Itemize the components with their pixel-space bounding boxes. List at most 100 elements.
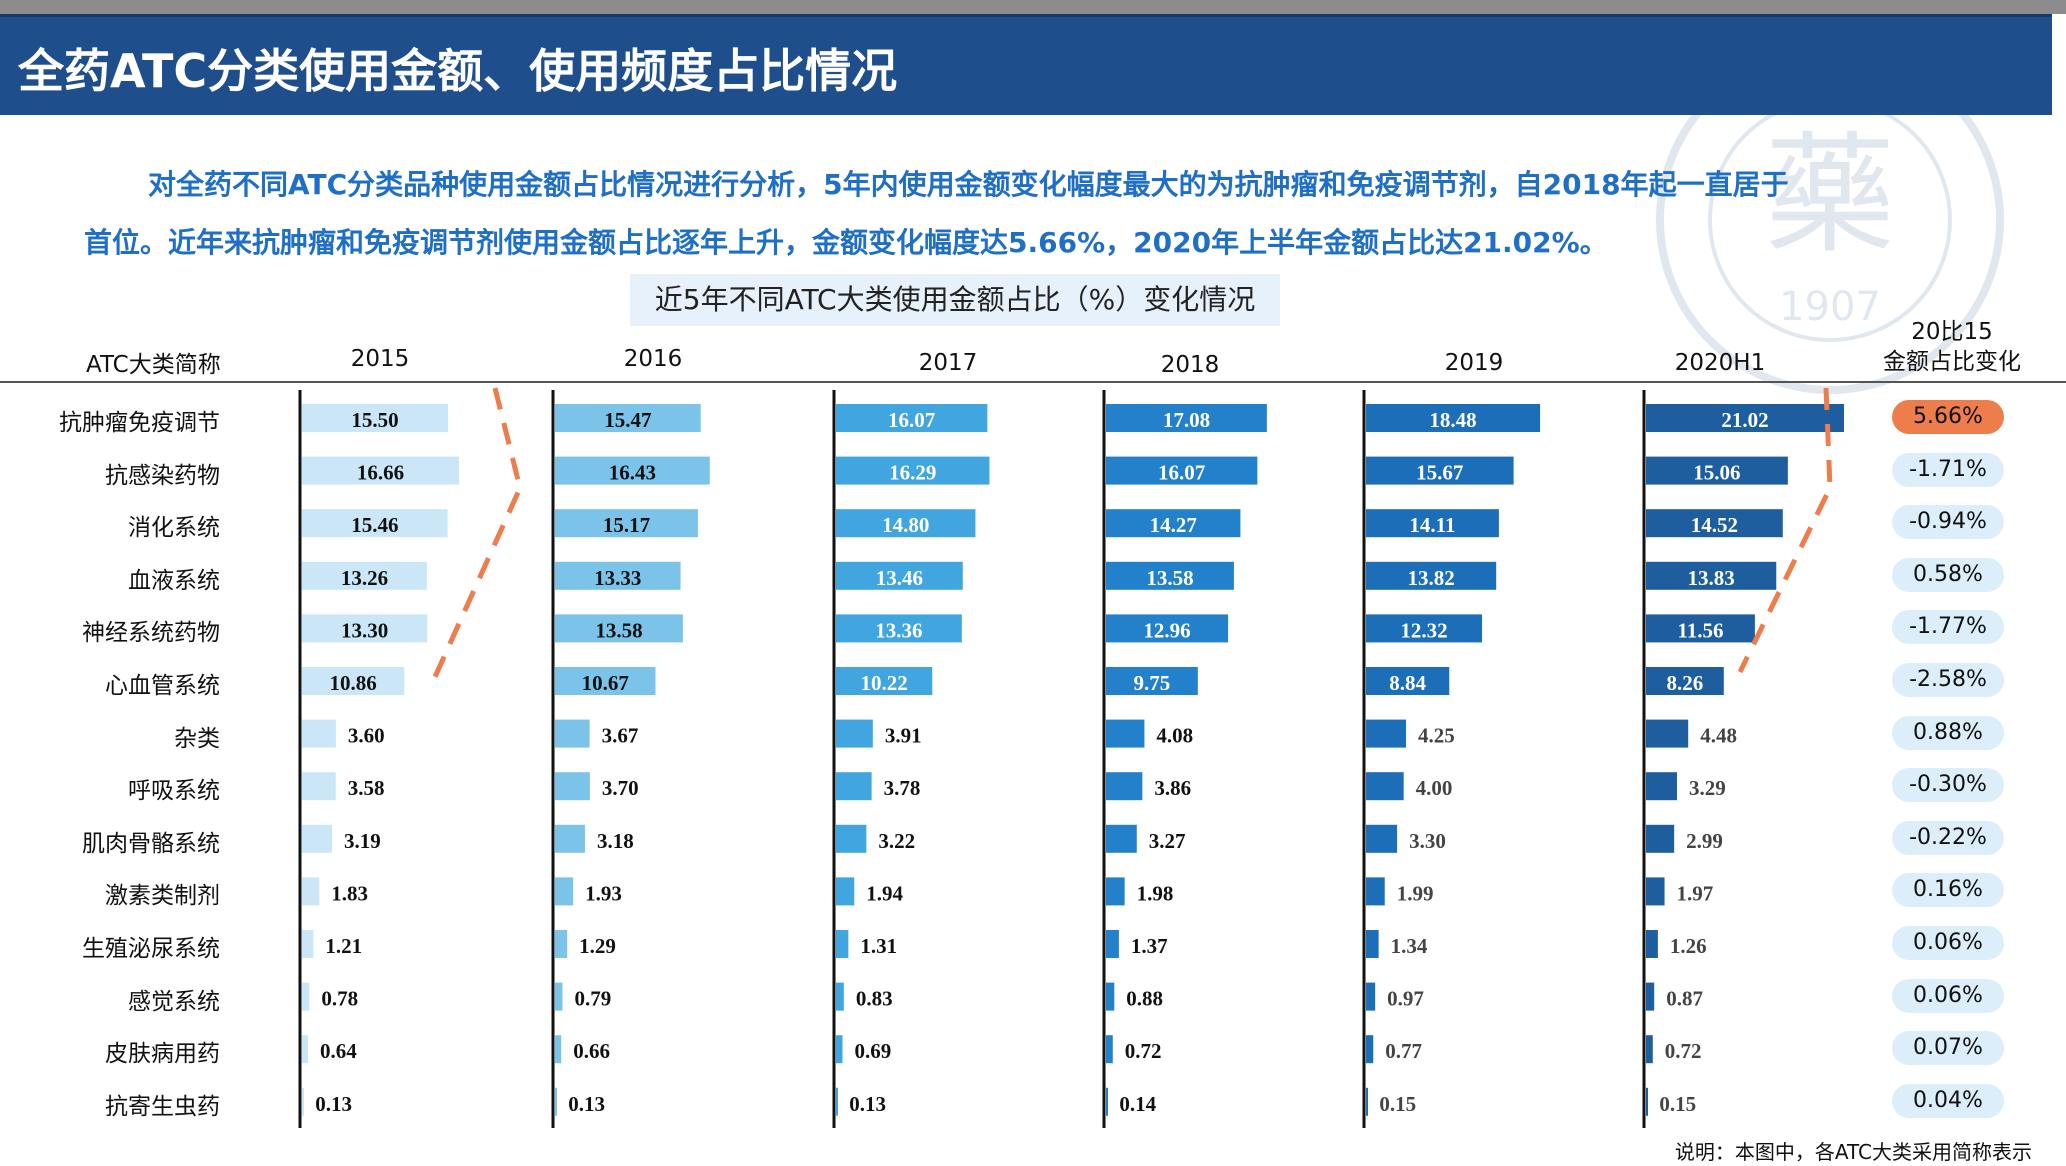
bar-value-label: 3.91 <box>885 724 922 748</box>
bar-value-label: 12.32 <box>1400 618 1447 642</box>
bar-value-label: 1.97 <box>1677 881 1714 905</box>
bar <box>836 1087 838 1116</box>
bar <box>1646 1035 1653 1064</box>
bar <box>1366 509 1499 538</box>
change-pill: -1.71% <box>1892 452 2004 487</box>
change-pill: -2.58% <box>1892 663 2004 697</box>
bar <box>1366 877 1385 906</box>
bar-value-label: 18.48 <box>1429 408 1476 432</box>
bar-value-label: 16.07 <box>1158 461 1205 485</box>
bar <box>1106 1035 1113 1064</box>
bar-value-label: 15.50 <box>351 408 398 432</box>
bar <box>555 719 590 748</box>
bar-value-label: 13.58 <box>1146 566 1193 590</box>
bar <box>302 1087 304 1116</box>
bar-value-label: 16.29 <box>889 461 936 485</box>
bar <box>1366 667 1450 695</box>
bar <box>555 930 568 958</box>
bar-value-label: 3.18 <box>597 829 634 853</box>
bar <box>1106 614 1229 643</box>
bar <box>302 667 405 695</box>
page-title: 全药ATC分类使用金额、使用频度占比情况 <box>18 44 898 98</box>
bar <box>302 456 459 485</box>
change-pill: 0.06% <box>1892 978 2004 1013</box>
bar-value-label: 14.27 <box>1150 513 1197 537</box>
bar-value-label: 4.25 <box>1418 724 1455 748</box>
bar-value-label: 4.00 <box>1416 776 1453 800</box>
bar-value-label: 0.72 <box>1125 1039 1162 1063</box>
seal-outer-ring <box>1656 46 2004 394</box>
bar <box>1366 982 1376 1011</box>
bar-value-label: 1.26 <box>1670 934 1707 958</box>
bar-value-label: 4.48 <box>1700 724 1737 748</box>
bar <box>302 877 320 906</box>
bar-value-label: 8.26 <box>1667 671 1704 695</box>
bar-value-label: 16.66 <box>357 461 404 485</box>
bar <box>836 982 844 1011</box>
category-label: 呼吸系统 <box>128 778 220 805</box>
bar-value-label: 8.84 <box>1389 671 1426 695</box>
bar-value-label: 14.11 <box>1409 513 1455 537</box>
bar <box>1366 561 1497 590</box>
bar-value-label: 21.02 <box>1721 408 1768 432</box>
bar <box>836 824 867 853</box>
bar-value-label: 3.60 <box>348 724 385 748</box>
bar-value-label: 14.80 <box>882 513 929 537</box>
bar-value-label: 13.58 <box>595 618 642 642</box>
bar <box>1106 456 1258 485</box>
category-label: 心血管系统 <box>105 673 220 699</box>
change-pill: 0.06% <box>1892 926 2004 960</box>
bar-value-label: 3.67 <box>602 724 639 748</box>
bar <box>1366 719 1407 748</box>
bar-value-label: 13.30 <box>341 618 388 642</box>
bar <box>836 930 849 958</box>
bar-value-label: 13.83 <box>1688 566 1735 590</box>
category-label: 消化系统 <box>128 515 220 542</box>
society-seal-watermark: 藥 1907 <box>1656 46 2004 394</box>
bar <box>302 982 310 1011</box>
year-header-2019: 2019 <box>1444 350 1504 376</box>
bar <box>836 509 976 538</box>
bar-value-label: 10.22 <box>861 671 908 695</box>
bar-value-label: 15.17 <box>603 513 650 537</box>
bar <box>836 614 962 643</box>
seal-inner-ring <box>1708 98 1952 342</box>
bar-value-label: 1.94 <box>866 881 903 905</box>
bar <box>555 509 698 538</box>
bar-value-label: 15.67 <box>1416 461 1463 485</box>
bar-value-label: 0.79 <box>574 987 611 1011</box>
bar-value-label: 0.13 <box>849 1092 886 1116</box>
bar-value-label: 1.37 <box>1131 934 1168 958</box>
category-column-header: ATC大类简称 <box>86 352 221 378</box>
bar-value-label: 10.67 <box>582 671 629 695</box>
bar-value-label: 0.77 <box>1385 1039 1422 1063</box>
bar-value-label: 3.86 <box>1154 776 1191 800</box>
chart-title-box: 近5年不同ATC大类使用金额占比（%）变化情况 <box>630 274 1280 326</box>
bar <box>1106 824 1137 853</box>
bar-value-label: 16.07 <box>888 408 935 432</box>
bar <box>1646 1087 1648 1116</box>
bar-value-label: 3.78 <box>884 776 921 800</box>
bar <box>1366 824 1398 853</box>
bar <box>1106 509 1241 538</box>
bar <box>1366 930 1379 958</box>
bar-value-label: 1.34 <box>1391 934 1428 958</box>
bar <box>836 877 855 906</box>
category-label: 感觉系统 <box>128 988 220 1015</box>
change-header-line-2: 金额占比变化 <box>1883 349 2021 375</box>
bar-value-label: 3.22 <box>878 829 915 853</box>
bar <box>1646 561 1777 590</box>
bar-value-label: 0.14 <box>1119 1092 1156 1116</box>
bar <box>1646 456 1788 485</box>
bar-value-label: 1.31 <box>860 934 897 958</box>
bar <box>555 404 701 432</box>
bar <box>555 614 683 643</box>
bar <box>1106 982 1115 1011</box>
bar-value-label: 1.29 <box>579 934 616 958</box>
intro-line-2: 首位。近年来抗肿瘤和免疫调节剂使用金额占比逐年上升，金额变化幅度达5.66%，2… <box>84 226 1608 259</box>
bar <box>1106 930 1119 958</box>
bar-value-label: 13.36 <box>875 618 922 642</box>
bar-value-label: 4.08 <box>1156 724 1193 748</box>
bar <box>1366 772 1404 801</box>
bar-value-label: 13.82 <box>1407 566 1454 590</box>
